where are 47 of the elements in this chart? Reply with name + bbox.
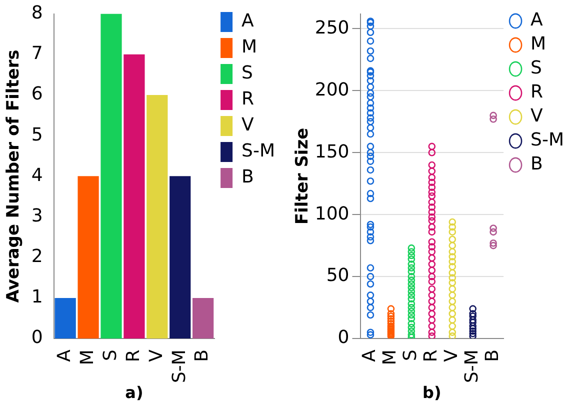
x-tick-label: M [380, 350, 401, 366]
legend-label: V [530, 106, 544, 127]
x-tick-label: B [192, 350, 213, 362]
y-tick-label: 2 [31, 246, 43, 268]
y-tick-label: 1 [31, 286, 43, 308]
legend-label: R [530, 82, 544, 103]
x-tick-label: S [400, 350, 422, 361]
y-tick-label: 4 [31, 164, 43, 186]
legend-label: M [242, 36, 258, 58]
y-tick-label: 200 [314, 79, 350, 100]
y-tick-label: 50 [326, 265, 350, 286]
legend-label: S-M [530, 130, 564, 151]
x-tick-label: M [76, 350, 98, 366]
y-tick-label: 250 [314, 17, 350, 38]
x-tick-label: R [420, 350, 442, 362]
legend-label: S-M [242, 140, 275, 162]
legend-label: B [530, 154, 543, 175]
text: b) [422, 383, 442, 402]
legend-label: S [530, 58, 542, 79]
y-tick-label: 0 [338, 327, 350, 348]
legend-label: R [242, 88, 254, 110]
x-tick-label: V [441, 348, 462, 362]
legend-label: M [530, 34, 546, 55]
y-axis-title: Filter Size [292, 128, 313, 225]
x-tick-label: V [146, 348, 167, 362]
x-tick-label: S-M [168, 350, 190, 383]
y-tick-label: 0 [31, 327, 43, 348]
y-tick-label: 6 [31, 84, 43, 105]
x-tick-label: R [122, 350, 144, 362]
y-tick-label: 5 [31, 124, 43, 146]
y-tick-label: 8 [31, 2, 43, 24]
legend-label: B [242, 166, 254, 188]
legend-label: A [242, 10, 255, 32]
y-axis-title: Average Number of Filters [4, 50, 24, 303]
legend-label: S [242, 62, 253, 84]
x-tick-label: A [54, 348, 75, 362]
legend-label: V [242, 114, 255, 136]
legend-label: A [530, 10, 544, 31]
x-tick-label: S [100, 350, 121, 361]
x-tick-label: B [482, 350, 503, 362]
x-tick-label: A [359, 348, 380, 362]
y-tick-label: 7 [31, 43, 43, 64]
x-tick-label: S-M [462, 350, 483, 383]
y-tick-label: 100 [314, 203, 350, 224]
y-tick-label: 3 [31, 205, 43, 226]
text: a) [125, 383, 144, 402]
y-tick-label: 150 [314, 141, 350, 162]
